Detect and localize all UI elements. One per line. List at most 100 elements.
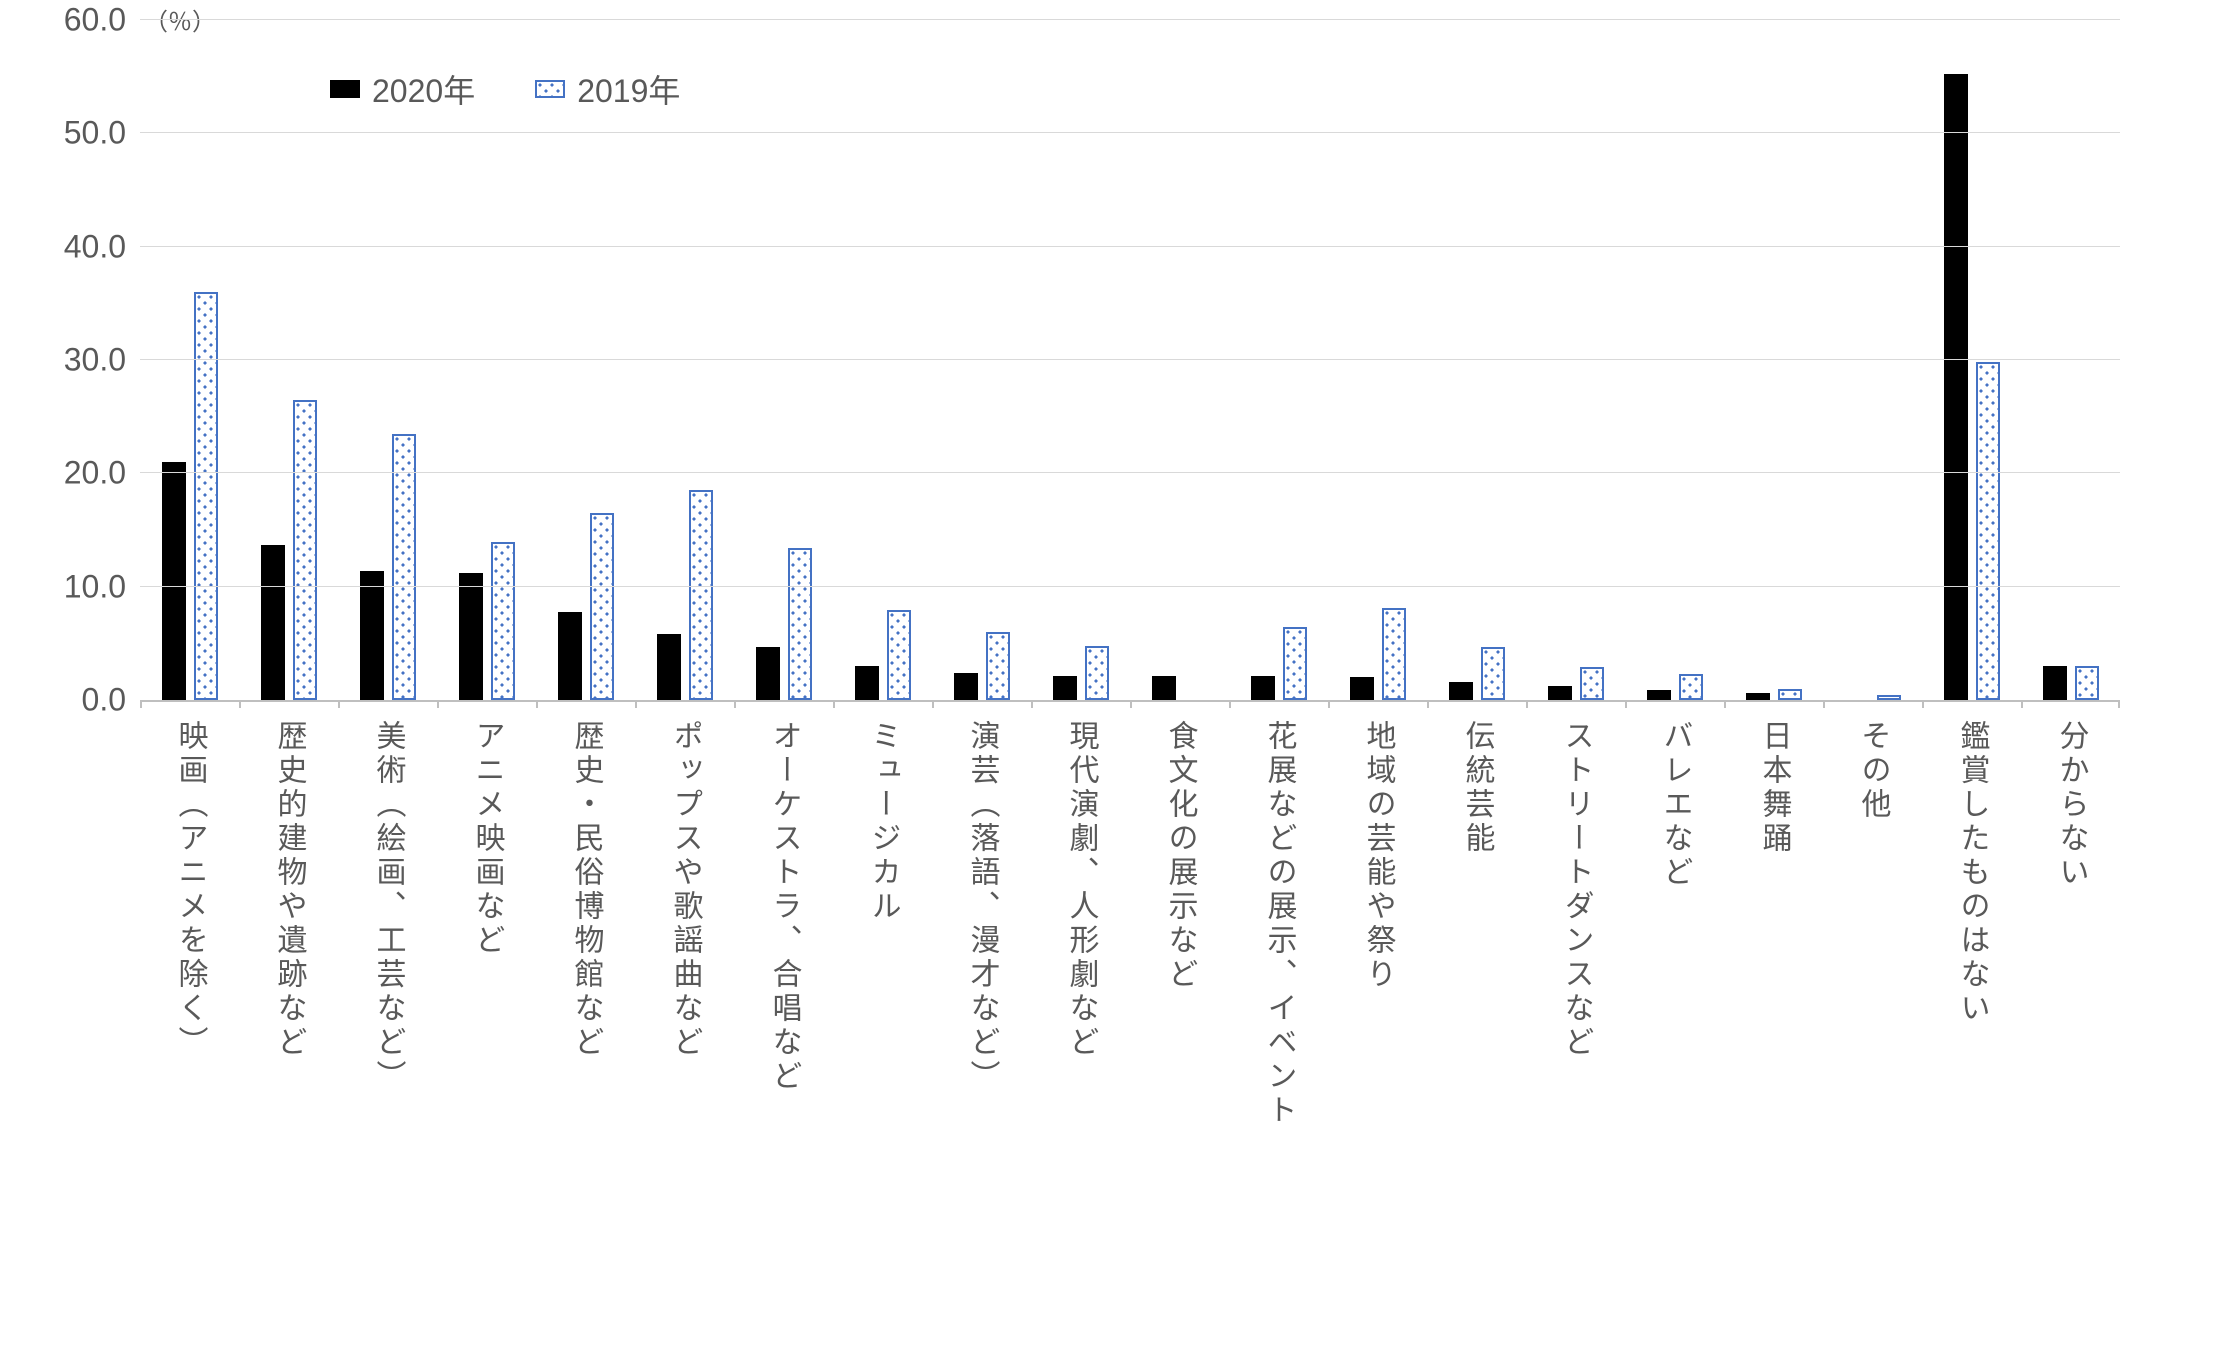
bar-group [1130, 20, 1229, 700]
bar-group [1625, 20, 1724, 700]
x-label-text: バレエなど [1657, 720, 1693, 1128]
bar-s2020 [657, 634, 681, 700]
x-tick [1229, 700, 1231, 708]
x-label: 美術（絵画、工芸など） [338, 720, 437, 1128]
bar-s2020 [2043, 666, 2067, 700]
y-tick-label: 60.0 [64, 2, 126, 39]
x-label-text: ストリートダンスなど [1558, 720, 1594, 1128]
y-tick-label: 30.0 [64, 342, 126, 379]
x-label-text: 食文化の展示など [1162, 720, 1198, 1128]
x-label-text: 歴史的建物や遺跡など [271, 720, 307, 1128]
x-tick [1130, 700, 1132, 708]
bar-group [1328, 20, 1427, 700]
x-label: アニメ映画など [437, 720, 536, 1128]
x-label: 地域の芸能や祭り [1328, 720, 1427, 1128]
x-label: オーケストラ、合唱など [734, 720, 833, 1128]
bar-s2019 [986, 632, 1010, 700]
gridline [140, 472, 2120, 473]
x-label: 食文化の展示など [1130, 720, 1229, 1128]
x-label-text: 日本舞踊 [1756, 720, 1792, 1128]
gridline [140, 359, 2120, 360]
y-tick-label: 10.0 [64, 568, 126, 605]
bar-s2019 [887, 610, 911, 700]
bar-s2020 [1647, 690, 1671, 700]
x-label-text: 現代演劇、人形劇など [1063, 720, 1099, 1128]
x-label: 伝統芸能 [1427, 720, 1526, 1128]
bar-group [1823, 20, 1922, 700]
x-label: 分からない [2021, 720, 2120, 1128]
x-label: 花展などの展示、イベント [1229, 720, 1328, 1128]
bar-group [1724, 20, 1823, 700]
bar-group [338, 20, 437, 700]
bar-s2020 [1152, 676, 1176, 700]
bar-group [536, 20, 635, 700]
bar-s2019 [2075, 666, 2099, 700]
bar-s2020 [1944, 74, 1968, 700]
x-tick [1328, 700, 1330, 708]
bar-group [1031, 20, 1130, 700]
bar-group [734, 20, 833, 700]
bar-s2019 [194, 292, 218, 700]
x-label: ストリートダンスなど [1526, 720, 1625, 1128]
bar-group [833, 20, 932, 700]
bar-s2019 [491, 542, 515, 700]
x-label: 演芸（落語、漫才など） [932, 720, 1031, 1128]
x-label: バレエなど [1625, 720, 1724, 1128]
gridline [140, 586, 2120, 587]
x-tick [734, 700, 736, 708]
x-tick [140, 700, 142, 708]
bar-group [239, 20, 338, 700]
x-label-text: 伝統芸能 [1459, 720, 1495, 1128]
x-label: ポップスや歌謡曲など [635, 720, 734, 1128]
bar-s2019 [788, 548, 812, 700]
x-tick [635, 700, 637, 708]
x-tick [1922, 700, 1924, 708]
x-tick [1724, 700, 1726, 708]
bar-s2019 [590, 513, 614, 700]
x-label: 日本舞踊 [1724, 720, 1823, 1128]
x-tick [932, 700, 934, 708]
bar-s2020 [1053, 676, 1077, 700]
x-tick [1625, 700, 1627, 708]
plot-area: （％） 2020年 2019年 0.010.020.030.040.050.06… [140, 20, 2120, 702]
x-label-text: ポップスや歌謡曲など [667, 720, 703, 1128]
gridline [140, 246, 2120, 247]
x-tick [239, 700, 241, 708]
bar-s2020 [261, 545, 285, 700]
bar-s2020 [756, 647, 780, 700]
x-label-text: 映画（アニメを除く） [172, 720, 208, 1128]
x-label: 歴史的建物や遺跡など [239, 720, 338, 1128]
x-label-text: 歴史・民俗博物館など [568, 720, 604, 1128]
bar-group [1922, 20, 2021, 700]
x-label-text: その他 [1855, 720, 1891, 1128]
bar-s2020 [1251, 676, 1275, 700]
bar-s2020 [954, 673, 978, 700]
x-label: 歴史・民俗博物館など [536, 720, 635, 1128]
bar-s2019 [1976, 362, 2000, 700]
x-tick [1031, 700, 1033, 708]
x-label-text: 美術（絵画、工芸など） [370, 720, 406, 1128]
bar-s2019 [1481, 647, 1505, 700]
bar-s2020 [162, 462, 186, 700]
x-tick [1526, 700, 1528, 708]
bar-s2020 [558, 612, 582, 700]
bar-s2020 [855, 666, 879, 700]
x-label-text: 鑑賞したものはない [1954, 720, 1990, 1128]
gridline [140, 132, 2120, 133]
gridline [140, 19, 2120, 20]
bar-groups [140, 20, 2120, 700]
x-label-text: 分からない [2053, 720, 2089, 1128]
bar-group [140, 20, 239, 700]
y-tick-label: 50.0 [64, 115, 126, 152]
bar-s2020 [1350, 677, 1374, 700]
bar-s2019 [1679, 674, 1703, 700]
y-tick-label: 40.0 [64, 228, 126, 265]
x-axis-labels: 映画（アニメを除く） 歴史的建物や遺跡など 美術（絵画、工芸など） アニメ映画など 歴史… [140, 720, 2120, 1128]
x-label-text: 地域の芸能や祭り [1360, 720, 1396, 1128]
x-label-text: オーケストラ、合唱など [766, 720, 802, 1128]
x-label-text: 演芸（落語、漫才など） [964, 720, 1000, 1128]
x-label: その他 [1823, 720, 1922, 1128]
x-label-text: アニメ映画など [469, 720, 505, 1128]
x-tick [338, 700, 340, 708]
bar-group [1427, 20, 1526, 700]
